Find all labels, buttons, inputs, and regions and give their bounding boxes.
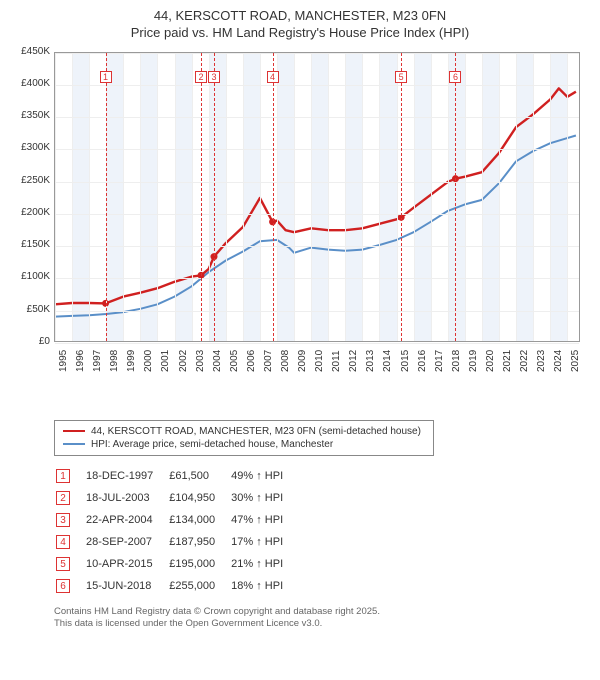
x-tick-label: 2011 [331,350,342,372]
table-row: 5 10-APR-2015£195,00021% ↑ HPI [56,554,297,574]
marker-number: 2 [195,71,207,83]
sale-date: 22-APR-2004 [86,510,167,530]
y-tick-label: £100K [10,271,50,282]
sale-date: 18-DEC-1997 [86,466,167,486]
x-tick-label: 2003 [195,350,206,372]
sale-price: £104,950 [169,488,229,508]
x-tick-label: 2002 [178,350,189,372]
x-tick-label: 1998 [109,350,120,372]
sale-pct: 21% ↑ HPI [231,554,297,574]
y-tick-label: £150K [10,239,50,250]
x-tick-label: 2008 [280,350,291,372]
x-tick-label: 1995 [58,350,69,372]
sale-number: 5 [56,557,70,571]
title-line1: 44, KERSCOTT ROAD, MANCHESTER, M23 0FN [154,8,446,23]
x-tick-label: 2004 [212,350,223,372]
x-tick-label: 2006 [246,350,257,372]
x-tick-label: 2013 [365,350,376,372]
legend-swatch [63,430,85,432]
y-tick-label: £0 [10,336,50,347]
sale-price: £195,000 [169,554,229,574]
x-tick-label: 2016 [417,350,428,372]
sale-price: £61,500 [169,466,229,486]
y-tick-label: £250K [10,175,50,186]
sale-pct: 18% ↑ HPI [231,576,297,596]
y-tick-label: £200K [10,207,50,218]
sale-price: £134,000 [169,510,229,530]
table-row: 4 28-SEP-2007£187,95017% ↑ HPI [56,532,297,552]
marker-number: 1 [100,71,112,83]
attribution: Contains HM Land Registry data © Crown c… [54,606,590,631]
table-row: 3 22-APR-2004£134,00047% ↑ HPI [56,510,297,530]
x-tick-label: 2001 [160,350,171,372]
sale-pct: 47% ↑ HPI [231,510,297,530]
y-tick-label: £300K [10,142,50,153]
sale-number: 3 [56,513,70,527]
sale-pct: 17% ↑ HPI [231,532,297,552]
x-tick-label: 2012 [348,350,359,372]
x-tick-label: 2023 [536,350,547,372]
x-tick-label: 1999 [126,350,137,372]
y-tick-label: £400K [10,78,50,89]
x-tick-label: 2000 [143,350,154,372]
sale-price: £255,000 [169,576,229,596]
sale-number: 2 [56,491,70,505]
legend: 44, KERSCOTT ROAD, MANCHESTER, M23 0FN (… [54,420,434,456]
x-tick-label: 2021 [502,350,513,372]
legend-row: HPI: Average price, semi-detached house,… [63,438,425,451]
x-tick-label: 2022 [519,350,530,372]
chart: 123456 £0£50K£100K£150K£200K£250K£300K£3… [10,48,590,378]
legend-label: HPI: Average price, semi-detached house,… [91,439,333,450]
x-tick-label: 1997 [92,350,103,372]
y-tick-label: £450K [10,46,50,57]
sale-date: 10-APR-2015 [86,554,167,574]
marker-number: 5 [395,71,407,83]
plot-area: 123456 [54,52,580,342]
table-row: 1 18-DEC-1997£61,50049% ↑ HPI [56,466,297,486]
x-tick-label: 2009 [297,350,308,372]
chart-svg [55,53,579,341]
sale-price: £187,950 [169,532,229,552]
legend-swatch [63,443,85,445]
x-tick-label: 2015 [400,350,411,372]
y-tick-label: £350K [10,110,50,121]
x-tick-label: 2014 [382,350,393,372]
title-line2: Price paid vs. HM Land Registry's House … [131,25,469,40]
x-tick-label: 2019 [468,350,479,372]
attr-line2: This data is licensed under the Open Gov… [54,618,322,629]
x-tick-label: 2007 [263,350,274,372]
x-tick-label: 2010 [314,350,325,372]
marker-number: 6 [449,71,461,83]
sale-date: 15-JUN-2018 [86,576,167,596]
marker-number: 3 [208,71,220,83]
x-tick-label: 2017 [434,350,445,372]
x-tick-label: 2018 [451,350,462,372]
table-row: 6 15-JUN-2018£255,00018% ↑ HPI [56,576,297,596]
sale-date: 18-JUL-2003 [86,488,167,508]
x-tick-label: 2020 [485,350,496,372]
chart-title: 44, KERSCOTT ROAD, MANCHESTER, M23 0FN P… [10,8,590,42]
attr-line1: Contains HM Land Registry data © Crown c… [54,606,380,617]
x-tick-label: 2024 [553,350,564,372]
sale-pct: 49% ↑ HPI [231,466,297,486]
sale-number: 6 [56,579,70,593]
legend-row: 44, KERSCOTT ROAD, MANCHESTER, M23 0FN (… [63,425,425,438]
table-row: 2 18-JUL-2003£104,95030% ↑ HPI [56,488,297,508]
sales-table: 1 18-DEC-1997£61,50049% ↑ HPI 2 18-JUL-2003… [54,464,299,598]
sale-pct: 30% ↑ HPI [231,488,297,508]
x-tick-label: 2005 [229,350,240,372]
sale-date: 28-SEP-2007 [86,532,167,552]
sale-number: 1 [56,469,70,483]
y-tick-label: £50K [10,304,50,315]
sale-number: 4 [56,535,70,549]
x-tick-label: 1996 [75,350,86,372]
marker-number: 4 [267,71,279,83]
legend-label: 44, KERSCOTT ROAD, MANCHESTER, M23 0FN (… [91,426,421,437]
x-tick-label: 2025 [570,350,581,372]
